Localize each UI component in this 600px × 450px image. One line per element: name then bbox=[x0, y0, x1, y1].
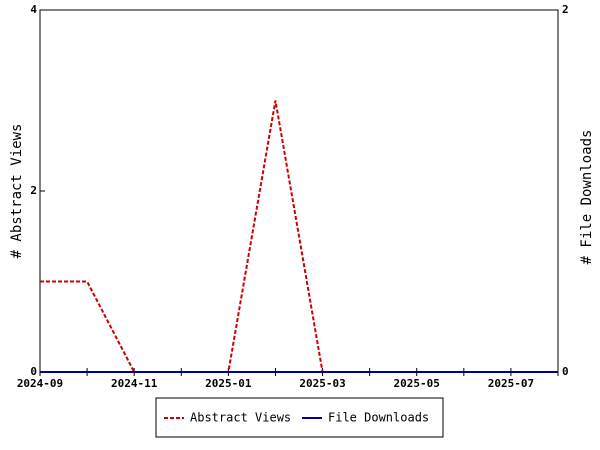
y2-tick-label: 0 bbox=[562, 365, 569, 378]
legend-label: File Downloads bbox=[328, 411, 429, 425]
series-line bbox=[40, 100, 558, 373]
legend bbox=[155, 397, 444, 438]
x-tick-label: 2025-01 bbox=[205, 377, 252, 390]
y-tick-label: 2 bbox=[30, 184, 37, 197]
y-axis-label: # Abstract Views bbox=[9, 124, 25, 259]
y2-tick-label: 2 bbox=[562, 3, 569, 16]
legend-label: Abstract Views bbox=[190, 411, 291, 425]
x-tick-label: 2025-03 bbox=[299, 377, 345, 390]
x-tick-label: 2025-05 bbox=[394, 377, 440, 390]
plot-frame bbox=[39, 9, 559, 373]
y-tick-label: 0 bbox=[30, 365, 37, 378]
y2-axis-label: # File Downloads bbox=[579, 130, 595, 265]
x-tick-label: 2024-11 bbox=[111, 377, 158, 390]
y-tick-label: 4 bbox=[30, 3, 37, 16]
x-tick-label: 2024-09 bbox=[17, 377, 63, 390]
x-tick-label: 2025-07 bbox=[488, 377, 534, 390]
